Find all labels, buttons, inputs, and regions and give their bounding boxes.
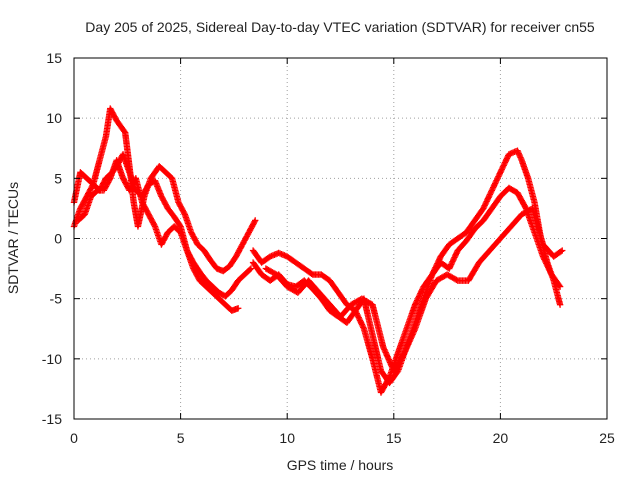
y-tick-label: 5 (54, 170, 62, 186)
data-point (556, 282, 563, 289)
chart-title: Day 205 of 2025, Sidereal Day-to-day VTE… (85, 19, 595, 35)
data-point (106, 176, 113, 183)
data-point (556, 301, 564, 308)
y-tick-label: 15 (46, 50, 62, 66)
series-track-e (249, 184, 564, 396)
x-ticks: 0 5 10 15 20 25 (70, 58, 615, 446)
x-tick-label: 5 (177, 430, 185, 446)
data-point (151, 221, 158, 229)
data-point (180, 209, 188, 217)
data-point (360, 324, 367, 331)
x-tick-label: 0 (70, 430, 78, 446)
data-point (557, 248, 565, 255)
x-tick-label: 15 (386, 430, 402, 446)
data-point (251, 218, 258, 225)
data-point (234, 305, 242, 312)
y-axis-label: SDTVAR / TECUs (5, 182, 21, 294)
x-tick-label: 25 (599, 430, 615, 446)
data-point (252, 217, 259, 224)
y-ticks: -15 -10 -5 0 5 10 15 (42, 50, 607, 427)
x-tick-label: 20 (493, 430, 509, 446)
x-axis-label: GPS time / hours (287, 457, 394, 473)
series-track-c (75, 157, 242, 314)
grid-lines (74, 58, 607, 419)
y-tick-label: -5 (50, 291, 63, 307)
y-tick-label: 0 (54, 231, 62, 247)
data-point (453, 276, 460, 284)
data-point (247, 265, 255, 272)
data-point (385, 374, 393, 382)
y-tick-label: -10 (42, 351, 62, 367)
data-point (246, 266, 254, 273)
y-tick-label: -15 (42, 411, 62, 427)
y-tick-label: 10 (46, 110, 62, 126)
data-point (559, 247, 566, 254)
series-track-f (262, 205, 566, 375)
data-points (70, 105, 566, 396)
data-point (556, 283, 564, 290)
x-tick-label: 10 (279, 430, 295, 446)
